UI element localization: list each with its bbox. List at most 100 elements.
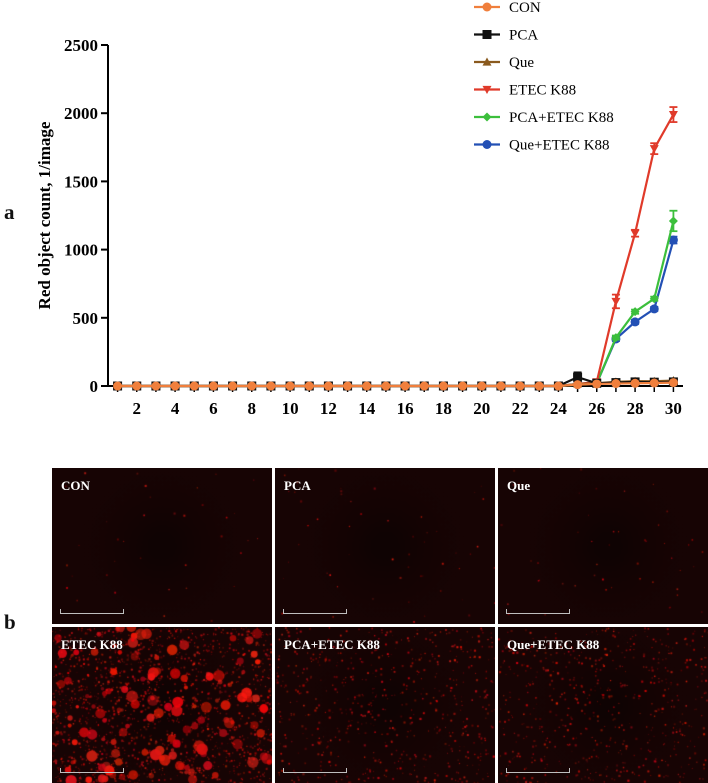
data-point xyxy=(668,235,678,245)
data-point xyxy=(477,381,487,391)
micrograph-image xyxy=(275,468,495,624)
data-point xyxy=(381,381,391,391)
scale-bar xyxy=(506,606,570,614)
data-point xyxy=(668,110,678,120)
data-point xyxy=(458,381,468,391)
data-point xyxy=(573,380,583,390)
series-line xyxy=(117,114,675,388)
legend-label: Que+ETEC K88 xyxy=(509,138,610,154)
data-point xyxy=(534,381,544,391)
panel-label-a: a xyxy=(4,200,15,224)
y-tick-label: 2500 xyxy=(64,36,98,55)
scale-bar xyxy=(506,765,570,773)
series-pca-etec-k88 xyxy=(113,209,678,391)
scale-bar xyxy=(60,765,124,773)
x-tick-label: 16 xyxy=(397,399,414,418)
legend-item: Que xyxy=(474,55,534,71)
data-point xyxy=(611,297,621,306)
data-point xyxy=(228,381,238,391)
legend-item: CON xyxy=(474,0,541,16)
micrograph-image xyxy=(52,627,272,783)
data-point xyxy=(668,378,678,388)
legend-item: ETEC K88 xyxy=(474,83,576,99)
data-point xyxy=(189,381,199,391)
series-que-etec-k88 xyxy=(113,235,678,391)
series-line xyxy=(117,220,675,388)
y-tick-label: 1500 xyxy=(64,172,98,191)
legend-item: PCA+ETEC K88 xyxy=(474,110,614,126)
data-point xyxy=(419,381,429,391)
data-point xyxy=(266,381,276,391)
micrograph-pca: PCA xyxy=(275,468,495,624)
data-point xyxy=(482,30,492,39)
data-point xyxy=(630,229,640,238)
x-tick-label: 28 xyxy=(627,399,644,418)
y-tick-label: 500 xyxy=(73,309,99,328)
x-tick-label: 30 xyxy=(665,399,682,418)
data-point xyxy=(515,381,525,391)
x-tick-label: 6 xyxy=(209,399,218,418)
micrograph-etec-k88: ETEC K88 xyxy=(52,627,272,783)
data-point xyxy=(482,85,492,94)
data-point xyxy=(323,381,333,391)
data-point xyxy=(113,381,123,391)
series-con xyxy=(113,378,678,391)
data-point xyxy=(482,112,492,122)
data-point xyxy=(553,381,563,391)
micrograph-label: ETEC K88 xyxy=(61,637,123,652)
x-tick-label: 18 xyxy=(435,399,452,418)
data-point xyxy=(247,381,257,391)
data-point xyxy=(362,381,372,391)
legend: CON PCA Que ETEC K88 PCA+ETEC K88 Que+ETEC K8… xyxy=(474,0,614,154)
micrograph-con: CON xyxy=(52,468,272,624)
data-point xyxy=(649,294,659,304)
legend-label: PCA xyxy=(509,28,538,44)
data-point xyxy=(611,379,621,389)
x-tick-label: 10 xyxy=(282,399,299,418)
micrograph-label: PCA+ETEC K88 xyxy=(284,637,380,652)
x-tick-label: 22 xyxy=(512,399,529,418)
x-tick-label: 14 xyxy=(358,399,376,418)
data-point xyxy=(573,372,583,382)
x-tick-label: 8 xyxy=(248,399,257,418)
micrograph-label: Que+ETEC K88 xyxy=(507,637,600,652)
micrograph-image xyxy=(52,468,272,624)
x-tick-label: 4 xyxy=(171,399,180,418)
data-point xyxy=(611,333,621,343)
panel-label-b: b xyxy=(4,610,16,634)
data-point xyxy=(592,379,602,389)
data-point xyxy=(208,381,218,391)
data-point xyxy=(151,381,161,391)
micrograph-image xyxy=(498,468,708,624)
legend-label: Que xyxy=(509,55,534,71)
y-tick-label: 2000 xyxy=(64,104,98,123)
data-point xyxy=(285,381,295,391)
legend-item: Que+ETEC K88 xyxy=(474,138,610,154)
micrograph-label: CON xyxy=(61,478,90,493)
legend-label: ETEC K88 xyxy=(509,83,576,99)
data-point xyxy=(438,381,448,391)
scale-bar xyxy=(283,606,347,614)
data-point xyxy=(482,2,492,12)
data-point xyxy=(400,381,410,391)
y-tick-label: 0 xyxy=(90,377,99,396)
legend-label: CON xyxy=(509,0,541,16)
data-point xyxy=(343,381,353,391)
data-point xyxy=(630,317,640,327)
data-point xyxy=(482,57,492,66)
data-point xyxy=(482,140,492,149)
x-tick-label: 2 xyxy=(133,399,142,418)
micrograph-que: Que xyxy=(498,468,708,624)
data-point xyxy=(304,381,314,391)
data-point xyxy=(649,378,659,388)
scale-bar xyxy=(283,765,347,773)
data-point xyxy=(132,381,142,391)
y-tick-label: 1000 xyxy=(64,241,98,260)
data-point xyxy=(649,304,659,314)
legend-item: PCA xyxy=(474,28,538,44)
data-point xyxy=(630,307,640,317)
data-point xyxy=(170,381,180,391)
micrograph-pca-etec-k88: PCA+ETEC K88 xyxy=(275,627,495,783)
scale-bar xyxy=(60,606,124,614)
